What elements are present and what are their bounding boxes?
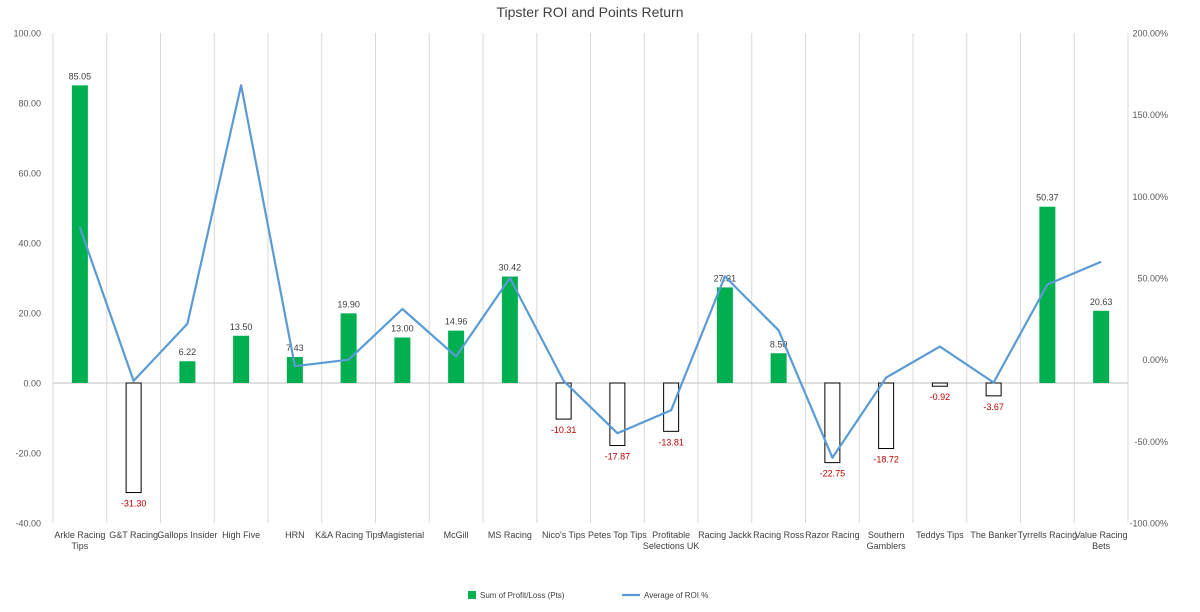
profit-bar bbox=[1093, 310, 1110, 383]
profit-bar-label: 13.50 bbox=[230, 322, 253, 332]
profit-bar bbox=[501, 276, 518, 383]
category-label: Arkle Racing Tips bbox=[54, 530, 105, 551]
grid bbox=[52, 33, 1129, 523]
category-label: The Banker bbox=[970, 530, 1017, 540]
left-axis-tick-label: 20.00 bbox=[18, 309, 41, 319]
legend-bar-label: Sum of Profit/Loss (Pts) bbox=[480, 591, 565, 600]
roi-line-path bbox=[78, 84, 1102, 459]
legend: Sum of Profit/Loss (Pts) Average of ROI % bbox=[468, 591, 708, 600]
category-labels: Arkle Racing Tips G&T Racing Gallops Inside… bbox=[54, 530, 1127, 551]
profit-bar-label: 8.50 bbox=[770, 339, 788, 349]
left-axis-tick-label: 0.00 bbox=[23, 379, 41, 389]
right-axis-tick-label: 50.00% bbox=[1137, 274, 1168, 284]
category-label: Magisterial bbox=[381, 530, 425, 540]
category-label: K&A Racing Tips bbox=[315, 530, 383, 540]
category-label: Gallops Insider bbox=[157, 530, 217, 540]
loss-bar bbox=[555, 382, 572, 420]
profit-bar bbox=[71, 85, 88, 383]
loss-bar-label: -17.87 bbox=[605, 452, 631, 462]
profit-bar bbox=[716, 287, 733, 383]
loss-bar-label: -10.31 bbox=[551, 425, 577, 435]
category-label: Southern Gamblers bbox=[867, 530, 907, 551]
profit-bar-label: 50.37 bbox=[1036, 193, 1059, 203]
left-axis-tick-label: 100.00 bbox=[13, 29, 41, 39]
category-label: Racing Jackk bbox=[698, 530, 752, 540]
right-axis-tick-label: 0.00% bbox=[1142, 355, 1168, 365]
axes: -40.00 -20.00 0.00 20.00 40.00 60.00 80.00 100.… bbox=[13, 29, 1168, 529]
category-label: High Five bbox=[222, 530, 260, 540]
loss-bar-label: -13.81 bbox=[658, 437, 684, 447]
right-axis-tick-label: 200.00% bbox=[1132, 29, 1168, 39]
profit-bar bbox=[179, 361, 196, 383]
profit-bar bbox=[340, 313, 357, 383]
left-axis-tick-label: 40.00 bbox=[18, 239, 41, 249]
profit-bar bbox=[233, 335, 250, 383]
profit-bar-label: 14.96 bbox=[445, 317, 468, 327]
profit-bar bbox=[394, 337, 411, 383]
profit-bar-label: 85.05 bbox=[69, 71, 92, 81]
roi-line bbox=[78, 84, 1102, 459]
category-label: MS Racing bbox=[488, 530, 532, 540]
loss-bar bbox=[878, 382, 895, 450]
profit-bar bbox=[1039, 206, 1056, 383]
legend-bar-swatch bbox=[468, 591, 476, 599]
category-label: HRN bbox=[285, 530, 305, 540]
right-axis-tick-label: 150.00% bbox=[1132, 110, 1168, 120]
category-label: G&T Racing bbox=[109, 530, 158, 540]
left-axis-tick-label: 60.00 bbox=[18, 169, 41, 179]
category-label: Teddys Tips bbox=[916, 530, 964, 540]
category-label: Profitable Selections UK bbox=[643, 530, 700, 551]
profit-bar-label: 19.90 bbox=[337, 299, 360, 309]
profit-bar bbox=[286, 356, 303, 383]
left-axis-tick-label: 80.00 bbox=[18, 99, 41, 109]
left-axis-tick-label: -20.00 bbox=[15, 449, 41, 459]
category-label: Razor Racing bbox=[805, 530, 860, 540]
category-label: Tyrrells Racing bbox=[1018, 530, 1078, 540]
profit-bar-label: 30.42 bbox=[499, 263, 522, 273]
profit-bar bbox=[770, 353, 787, 383]
right-axis-tick-label: 100.00% bbox=[1132, 192, 1168, 202]
category-label: Value Racing Bets bbox=[1075, 530, 1128, 551]
profit-bar-label: 7.43 bbox=[286, 343, 304, 353]
loss-bar-label: -0.92 bbox=[930, 392, 951, 402]
right-axis-tick-label: -100.00% bbox=[1129, 519, 1168, 529]
loss-bar bbox=[931, 382, 948, 387]
profit-bar-label: 20.63 bbox=[1090, 297, 1113, 307]
profit-bar-label: 6.22 bbox=[179, 347, 197, 357]
category-label: Petes Top Tips bbox=[588, 530, 647, 540]
category-label: McGill bbox=[444, 530, 469, 540]
loss-bar bbox=[663, 382, 680, 432]
category-label: Nico's Tips bbox=[542, 530, 586, 540]
loss-bar-label: -22.75 bbox=[820, 469, 846, 479]
category-label: Racing Ross bbox=[753, 530, 805, 540]
right-axis-tick-label: -50.00% bbox=[1134, 437, 1168, 447]
legend-line-label: Average of ROI % bbox=[644, 591, 708, 600]
profit-bar-label: 13.00 bbox=[391, 324, 414, 334]
loss-bar bbox=[125, 382, 142, 494]
loss-bar-label: -3.67 bbox=[983, 402, 1004, 412]
chart-title: Tipster ROI and Points Return bbox=[496, 4, 683, 20]
loss-bar-label: -18.72 bbox=[873, 455, 899, 465]
loss-bar-label: -31.30 bbox=[121, 499, 147, 509]
loss-bar bbox=[609, 382, 626, 447]
loss-bar bbox=[824, 382, 841, 464]
loss-bar bbox=[985, 382, 1002, 397]
left-axis-tick-label: -40.00 bbox=[15, 519, 41, 529]
